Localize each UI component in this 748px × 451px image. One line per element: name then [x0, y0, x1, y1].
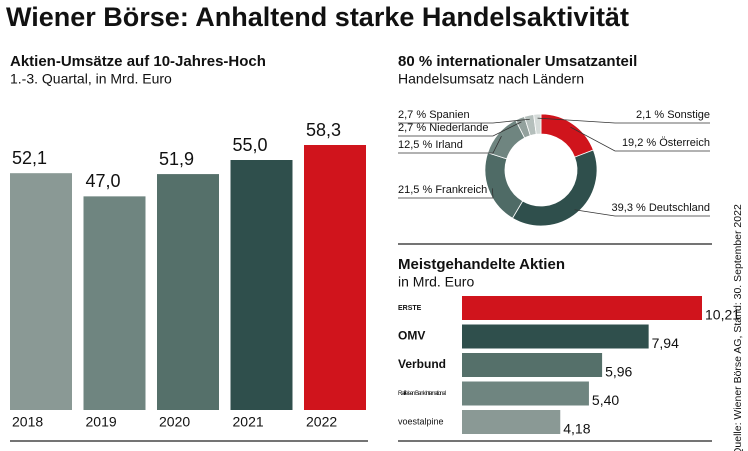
- slice-value: 2,7 %: [398, 109, 426, 121]
- chart-subtitle: 1.-3. Quartal, in Mrd. Euro: [10, 71, 172, 87]
- slice-value: 39,3 %: [612, 202, 646, 214]
- leader-line: [398, 136, 502, 154]
- main-title: Wiener Börse: Anhaltend starke Handelsak…: [6, 2, 629, 32]
- chart-subtitle: Handelsumsatz nach Ländern: [398, 71, 584, 87]
- leader-line: [398, 118, 530, 124]
- slice-name: Deutschland: [649, 202, 710, 214]
- slice-name: Frankreich: [435, 184, 487, 196]
- x-tick-label: 2018: [12, 414, 43, 430]
- x-tick-label: 2022: [306, 414, 337, 430]
- company-logo: ERSTE: [398, 305, 422, 312]
- slice-label: 2,1 % Sonstige: [636, 109, 710, 121]
- leader-line: [574, 209, 710, 217]
- source: Quelle: Wiener Börse AG, Stand: 30. Sept…: [732, 204, 744, 451]
- slice-name: Österreich: [659, 137, 710, 149]
- pie-slice: [533, 113, 542, 135]
- value-label: 4,18: [563, 421, 590, 437]
- slice-value: 12,5 %: [398, 139, 432, 151]
- value-label: 52,1: [12, 148, 47, 168]
- value-label: 58,3: [306, 120, 341, 140]
- chart-subtitle: in Mrd. Euro: [398, 274, 474, 290]
- slice-value: 2,7 %: [398, 122, 426, 134]
- value-label: 5,40: [592, 392, 619, 408]
- x-tick-label: 2019: [86, 414, 117, 430]
- pie-slice: [511, 149, 598, 227]
- bar: [462, 324, 649, 349]
- bar: [157, 174, 219, 410]
- x-tick-label: 2020: [159, 414, 190, 430]
- value-label: 5,96: [605, 364, 632, 380]
- company-logo: Raiffeisen Bank International: [398, 391, 446, 397]
- slice-label: 12,5 % Irland: [398, 139, 463, 151]
- x-tick-label: 2021: [233, 414, 264, 430]
- leader-line: [398, 121, 522, 137]
- bar: [83, 196, 146, 410]
- slice-name: Irland: [435, 139, 463, 151]
- bar: [462, 381, 589, 406]
- bar: [462, 410, 561, 434]
- slice-name: Spanien: [429, 109, 469, 121]
- slice-value: 19,2 %: [622, 137, 656, 149]
- bar: [304, 145, 366, 410]
- leader-line: [570, 126, 710, 152]
- slice-label: 21,5 % Frankreich: [398, 184, 487, 196]
- slice-label: 2,7 % Spanien: [398, 109, 470, 121]
- slice-value: 21,5 %: [398, 184, 432, 196]
- slice-name: Niederlande: [429, 122, 488, 134]
- bar: [230, 160, 293, 410]
- chart-title: Aktien-Umsätze auf 10-Jahres-Hoch: [10, 53, 266, 70]
- bar: [462, 296, 702, 320]
- value-label: 51,9: [159, 149, 194, 169]
- company-logo: Verbund: [398, 357, 446, 371]
- bar: [10, 173, 72, 410]
- company-logo: voestalpine: [398, 416, 444, 426]
- slice-label: 2,7 % Niederlande: [398, 122, 489, 134]
- slice-value: 2,1 %: [636, 109, 664, 121]
- value-label: 47,0: [86, 171, 121, 191]
- chart-title: Meistgehandelte Aktien: [398, 256, 565, 273]
- leader-line: [537, 117, 710, 124]
- leader-line: [398, 188, 494, 199]
- chart-title: 80 % internationaler Umsatzanteil: [398, 53, 637, 70]
- slice-label: 19,2 % Österreich: [622, 137, 710, 149]
- value-label: 55,0: [233, 135, 268, 155]
- company-logo: OMV: [398, 329, 425, 343]
- slice-label: 39,3 % Deutschland: [612, 202, 710, 214]
- value-label: 7,94: [652, 335, 679, 351]
- pie-slice: [484, 152, 524, 219]
- value-label: 10,21: [705, 307, 740, 323]
- slice-name: Sonstige: [667, 109, 710, 121]
- bar: [462, 353, 603, 377]
